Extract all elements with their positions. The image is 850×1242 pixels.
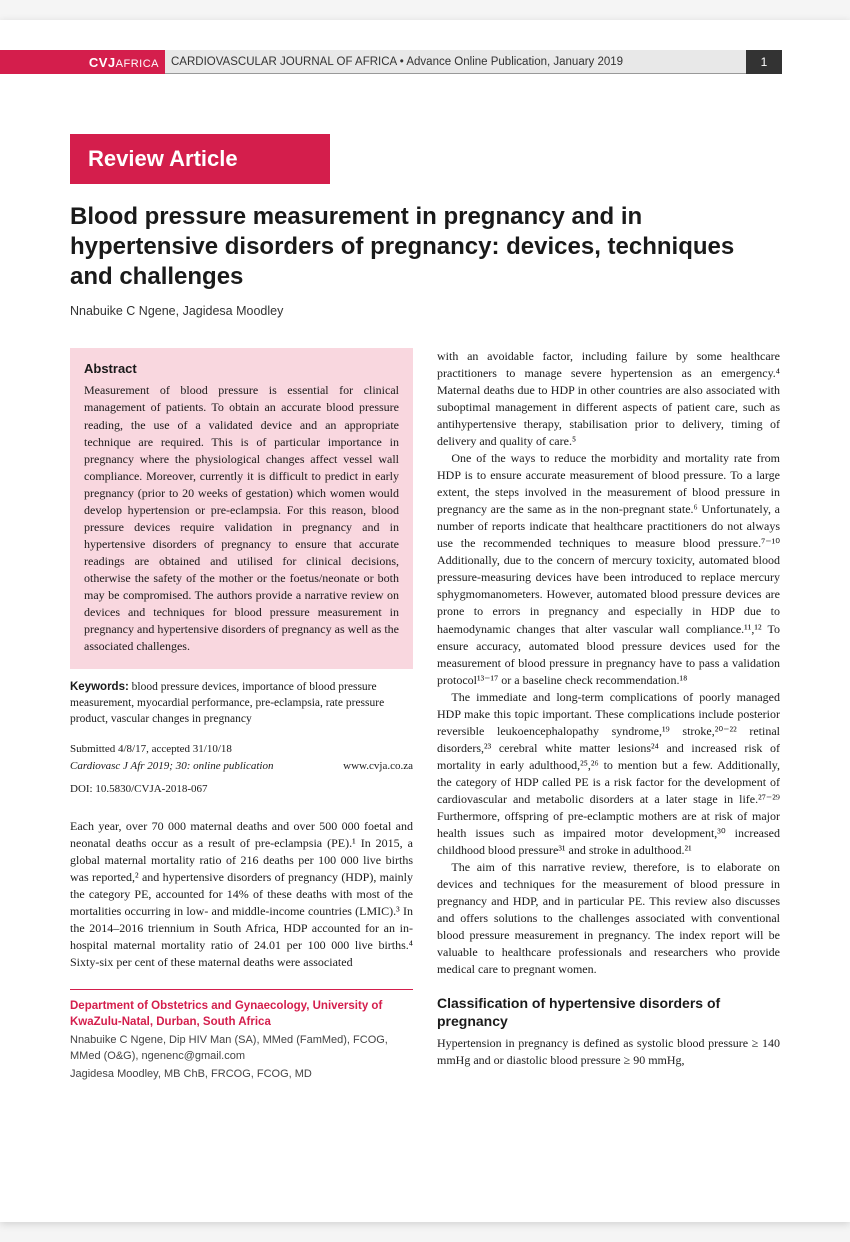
article-type-badge: Review Article [70,134,330,184]
left-column: Abstract Measurement of blood pressure i… [70,348,413,1082]
citation-row: Cardiovasc J Afr 2019; 30: online public… [70,758,413,775]
submission-dates: Submitted 4/8/17, accepted 31/10/18 [70,741,413,758]
content-columns: Abstract Measurement of blood pressure i… [70,348,780,1082]
page-container: CVJAFRICA CARDIOVASCULAR JOURNAL OF AFRI… [0,20,850,1222]
journal-info: CARDIOVASCULAR JOURNAL OF AFRICA • Advan… [165,50,746,74]
abstract-box: Abstract Measurement of blood pressure i… [70,348,413,669]
article-title: Blood pressure measurement in pregnancy … [70,202,780,292]
dept-author-1: Nnabuike C Ngene, Dip HIV Man (SA), MMed… [70,1033,413,1064]
intro-p1: Each year, over 70 000 maternal deaths a… [70,818,413,971]
doi-text: DOI: 10.5830/CVJA-2018-067 [70,782,413,798]
department-box: Department of Obstetrics and Gynaecology… [70,989,413,1082]
abstract-heading: Abstract [84,360,399,378]
body-p2: One of the ways to reduce the morbidity … [437,450,780,688]
citation-text: Cardiovasc J Afr 2019; 30: online public… [70,758,273,775]
body-p4: The aim of this narrative review, theref… [437,859,780,978]
right-column: with an avoidable factor, including fail… [437,348,780,1082]
body-p1: with an avoidable factor, including fail… [437,348,780,450]
brand-cvj: CVJ [89,55,116,70]
page-number: 1 [746,50,782,74]
body-p5: Hypertension in pregnancy is defined as … [437,1035,780,1069]
section-heading-classification: Classification of hypertensive disorders… [437,994,780,1030]
department-name: Department of Obstetrics and Gynaecology… [70,998,413,1030]
dept-author-2: Jagidesa Moodley, MB ChB, FRCOG, FCOG, M… [70,1067,413,1082]
keywords-label: Keywords: [70,681,129,693]
author-list: Nnabuike C Ngene, Jagidesa Moodley [70,304,780,318]
journal-header: CVJAFRICA CARDIOVASCULAR JOURNAL OF AFRI… [0,50,850,74]
journal-url: www.cvja.co.za [343,758,413,775]
abstract-text: Measurement of blood pressure is essenti… [84,383,399,652]
header-brand-block: CVJAFRICA [0,50,165,74]
brand-text: CVJAFRICA [89,55,159,70]
keywords-block: Keywords: blood pressure devices, import… [70,679,413,727]
intro-body: Each year, over 70 000 maternal deaths a… [70,818,413,971]
body-p3: The immediate and long-term complication… [437,689,780,859]
brand-africa: AFRICA [116,58,159,70]
title-block: Blood pressure measurement in pregnancy … [70,202,780,318]
submission-info: Submitted 4/8/17, accepted 31/10/18 Card… [70,741,413,774]
